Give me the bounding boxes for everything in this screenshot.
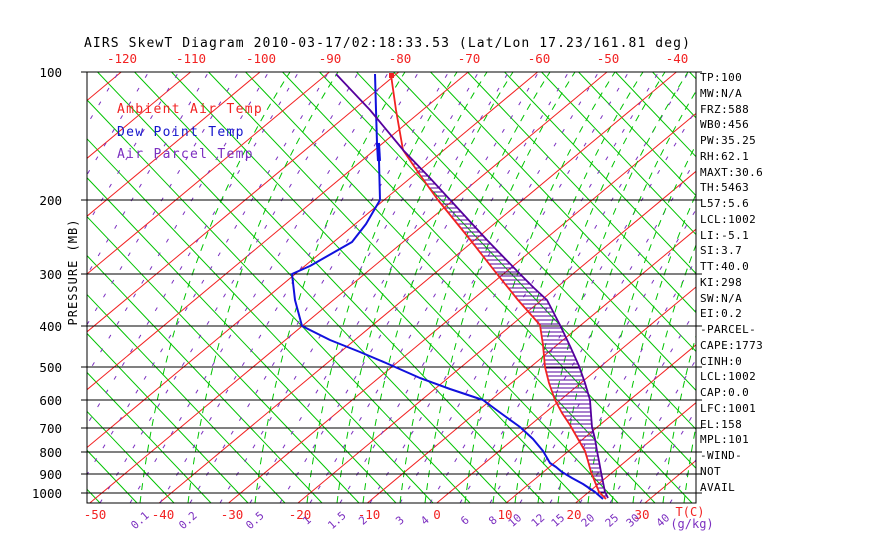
top-axis-tick-label: -70 — [457, 51, 481, 66]
pressure-tick-label: 500 — [39, 360, 62, 375]
ambient-temp-curve — [390, 74, 607, 500]
index-readout: NOT — [700, 464, 722, 478]
index-readout: WB0:456 — [700, 118, 750, 132]
pressure-tick-label: 100 — [39, 65, 62, 80]
index-readout: CAP:0.0 — [700, 386, 750, 399]
top-axis-tick-label: -80 — [388, 51, 412, 66]
moist-adiabat-lines — [87, 72, 696, 503]
index-readout: LCL:1002 — [700, 212, 757, 226]
dew-point-marker — [376, 142, 381, 162]
index-readout: EI:0.2 — [700, 307, 743, 321]
pressure-tick-label: 600 — [39, 393, 62, 408]
bottom-axis-tick-label: -50 — [83, 507, 107, 522]
pressure-ticks — [81, 71, 702, 494]
temperature-unit-label: T(C) — [675, 505, 705, 519]
mixing-ratio-unit-label: (g/kg) — [670, 517, 714, 531]
index-readout: MW:N/A — [700, 86, 743, 100]
top-axis-tick-label: -90 — [318, 51, 342, 66]
legend-item: Ambient Air Temp — [117, 102, 264, 117]
ambient-start-marker — [389, 73, 394, 78]
dew-point-curve — [291, 73, 604, 500]
index-readout: CAPE:1773 — [700, 338, 764, 352]
index-readout: LI:-5.1 — [700, 228, 750, 242]
index-readout: MAXT:30.6 — [700, 165, 764, 179]
pressure-tick-label: 300 — [39, 267, 62, 282]
bottom-axis-tick-label: 10 — [497, 507, 513, 522]
pressure-axis-title: PRESSURE (MB) — [66, 218, 80, 326]
index-readout: KI:298 — [700, 275, 743, 289]
index-readout: AVAIL — [700, 480, 736, 494]
bottom-axis-tick-label: -40 — [151, 507, 175, 522]
top-axis-tick-label: -120 — [106, 51, 138, 66]
index-readout: -PARCEL- — [700, 323, 757, 336]
index-readout: MPL:101 — [700, 433, 750, 447]
index-readout: TH:5463 — [700, 181, 750, 195]
index-readout: SW:N/A — [700, 291, 743, 305]
pressure-tick-label: 400 — [39, 319, 62, 334]
bottom-axis-tick-label: 20 — [566, 507, 582, 522]
pressure-tick-label: 200 — [39, 193, 62, 208]
legend-item: Dew Point Temp — [117, 124, 245, 140]
index-readout: TP:100 — [700, 71, 743, 84]
top-axis-tick-label: -110 — [175, 51, 207, 66]
index-readout: PW:35.25 — [700, 134, 757, 147]
index-readout: CINH:0 — [700, 354, 743, 368]
top-axis-tick-label: -40 — [665, 51, 689, 66]
index-readout: LCL:1002 — [700, 370, 757, 384]
index-readout: SI:3.7 — [700, 244, 743, 258]
pressure-tick-label: 700 — [39, 421, 62, 436]
index-readout: EL:158 — [700, 417, 743, 431]
legend-item: Air Parcel Temp — [117, 147, 254, 162]
isotherm-lines — [87, 72, 696, 503]
top-axis-tick-label: -100 — [245, 51, 277, 66]
plot-area — [87, 72, 696, 503]
bottom-axis-tick-label: -10 — [357, 507, 381, 522]
bottom-axis-tick-label: 0 — [433, 507, 441, 522]
pressure-gridlines — [87, 199, 696, 494]
top-axis-tick-label: -50 — [596, 51, 620, 66]
chart-frame — [86, 71, 697, 504]
pressure-tick-label: 900 — [39, 467, 62, 482]
dry-adiabat-lines — [87, 72, 696, 503]
cape-hatch-area — [409, 159, 607, 497]
parcel-temp-curve — [335, 73, 609, 499]
bottom-axis-tick-label: -30 — [220, 507, 244, 522]
index-readout: TT:40.0 — [700, 260, 750, 273]
bottom-axis-tick-label: -20 — [288, 507, 312, 522]
page-title: AIRS SkewT Diagram 2010-03-17/02:18:33.5… — [84, 36, 692, 51]
pressure-tick-label: 800 — [39, 445, 62, 460]
index-readout: LFC:1001 — [700, 401, 757, 415]
pressure-tick-label: 1000 — [31, 486, 62, 501]
index-readout: L57:5.6 — [700, 197, 750, 210]
top-axis-tick-label: -60 — [527, 51, 551, 66]
index-readout: FRZ:588 — [700, 102, 750, 116]
index-readout: -WIND- — [700, 449, 743, 462]
bottom-axis-tick-label: 30 — [634, 507, 650, 522]
index-readout: RH:62.1 — [700, 149, 750, 163]
